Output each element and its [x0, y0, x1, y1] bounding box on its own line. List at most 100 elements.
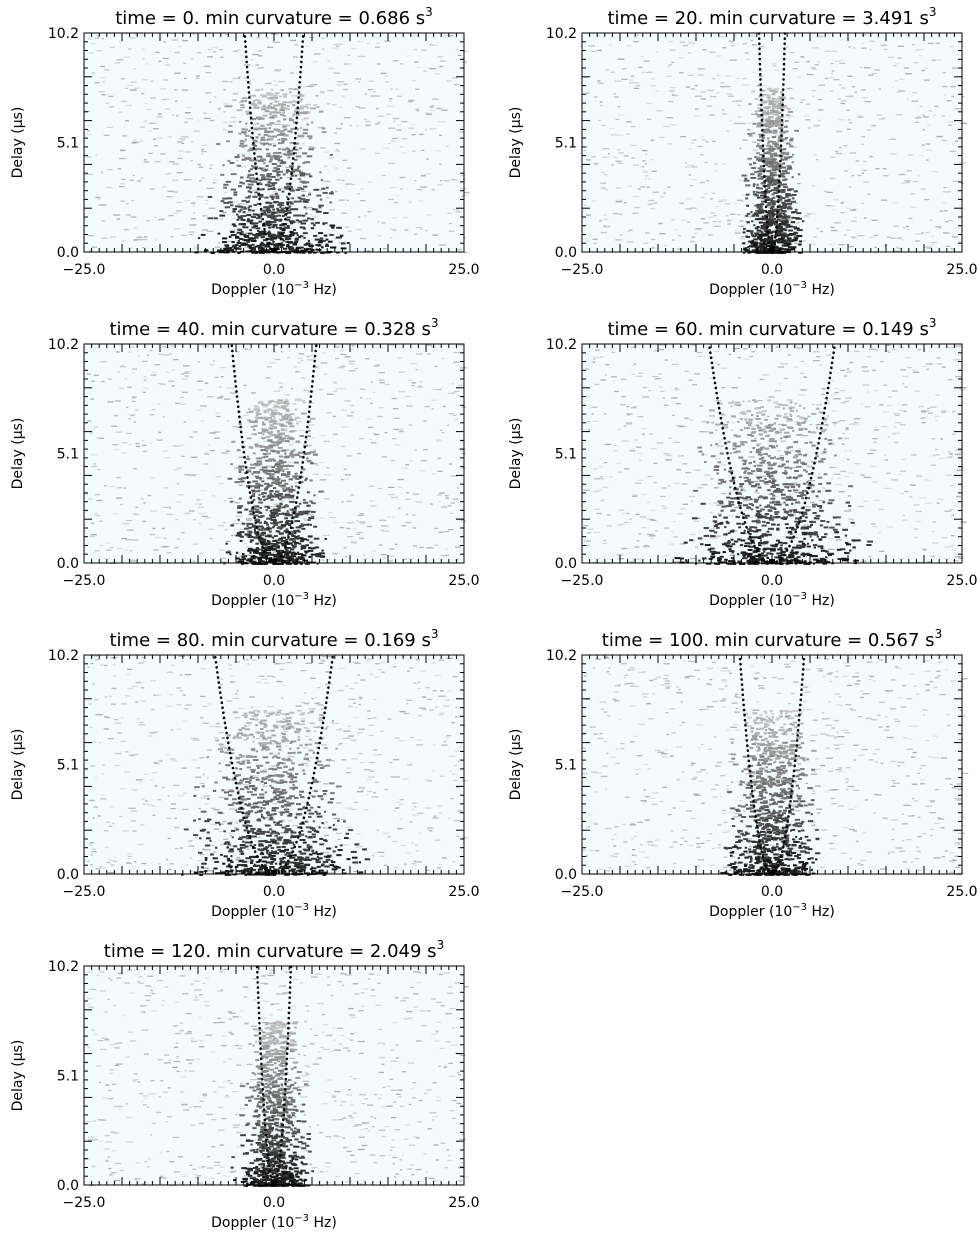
tick-marks	[83, 965, 465, 1186]
power-core	[181, 709, 371, 876]
x-tick-label: −25.0	[63, 573, 106, 589]
panel-3: time = 60. min curvature = 0.149 s3 −25.0…	[508, 316, 978, 609]
x-tick-label: 0.0	[263, 573, 285, 589]
y-tick-label: 5.1	[57, 136, 79, 152]
noise-texture	[583, 344, 967, 565]
x-tick-label: −25.0	[63, 1195, 106, 1211]
arc-right	[272, 31, 305, 254]
y-axis-label: Delay (μs)	[508, 729, 524, 801]
y-tick-label: 5.1	[555, 447, 577, 463]
x-axis-label: Doppler (10−3 Hz)	[211, 280, 337, 298]
tick-marks	[581, 32, 963, 253]
y-tick-label: 5.1	[57, 447, 79, 463]
y-axis-label: Delay (μs)	[10, 107, 26, 179]
x-axis-label: Doppler (10−3 Hz)	[709, 591, 835, 609]
arc-curves	[243, 31, 305, 254]
panel-title: time = 120. min curvature = 2.049 s3	[104, 938, 444, 962]
noise-texture	[84, 33, 470, 254]
plot-area	[84, 655, 464, 874]
arc-left	[255, 964, 276, 1187]
noise-texture	[582, 34, 968, 254]
x-tick-label: 25.0	[448, 1195, 479, 1211]
y-tick-label: 10.2	[48, 337, 79, 353]
y-tick-label: 0.0	[555, 245, 577, 261]
panel-title: time = 0. min curvature = 0.686 s3	[115, 5, 433, 29]
y-tick-label: 10.2	[546, 648, 577, 664]
y-tick-label: 5.1	[555, 136, 577, 152]
y-axis-label: Delay (μs)	[10, 1040, 26, 1112]
arc-curves	[255, 964, 293, 1187]
y-tick-label: 10.2	[48, 648, 79, 664]
power-core	[194, 88, 350, 254]
arc-left	[707, 342, 774, 565]
tick-marks	[83, 654, 465, 875]
x-tick-label: 0.0	[761, 884, 783, 900]
y-axis-label: Delay (μs)	[508, 107, 524, 179]
panel-0: time = 0. min curvature = 0.686 s3−25.0 0…	[10, 5, 480, 298]
y-tick-label: 5.1	[57, 1069, 79, 1085]
x-axis-label: Doppler (10−3 Hz)	[211, 591, 337, 609]
arc-curves	[230, 342, 318, 565]
plot-area	[84, 344, 464, 563]
arc-left	[243, 31, 276, 254]
y-tick-label: 0.0	[57, 1178, 79, 1194]
x-tick-label: 0.0	[263, 1195, 285, 1211]
x-tick-label: 25.0	[946, 573, 977, 589]
arc-left	[738, 653, 774, 876]
arc-curves	[707, 342, 837, 565]
panel-5: time = 100. min curvature = 0.567 s3 −25.…	[508, 627, 978, 920]
x-axis-label: Doppler (10−3 Hz)	[709, 280, 835, 298]
y-tick-label: 10.2	[546, 26, 577, 42]
arc-curves	[738, 653, 806, 876]
x-tick-label: 0.0	[761, 262, 783, 278]
y-tick-label: 10.2	[48, 959, 79, 975]
panel-title: time = 40. min curvature = 0.328 s3	[110, 316, 439, 340]
panel-4: time = 80. min curvature = 0.169 s3 −25.0…	[10, 627, 480, 920]
tick-marks	[581, 654, 963, 875]
x-tick-label: 0.0	[263, 884, 285, 900]
y-tick-label: 10.2	[546, 337, 577, 353]
arc-right	[770, 342, 837, 565]
x-tick-label: 0.0	[263, 262, 285, 278]
panel-title: time = 100. min curvature = 0.567 s3	[602, 627, 942, 651]
y-tick-label: 0.0	[57, 556, 79, 572]
panel-6: time = 120. min curvature = 2.049 s3 −25.…	[10, 938, 480, 1231]
y-tick-label: 5.1	[555, 758, 577, 774]
panel-title: time = 80. min curvature = 0.169 s3	[110, 627, 439, 651]
x-tick-label: −25.0	[63, 262, 106, 278]
x-tick-label: 0.0	[761, 573, 783, 589]
tick-marks	[83, 343, 465, 564]
x-tick-label: 25.0	[448, 573, 479, 589]
y-axis-label: Delay (μs)	[10, 418, 26, 490]
x-tick-label: −25.0	[561, 573, 604, 589]
arc-right	[770, 653, 806, 876]
y-tick-label: 0.0	[57, 245, 79, 261]
x-tick-label: 25.0	[448, 884, 479, 900]
x-tick-label: 25.0	[448, 262, 479, 278]
power-core	[223, 399, 327, 565]
x-axis-label: Doppler (10−3 Hz)	[211, 1213, 337, 1231]
panel-title: time = 20. min curvature = 3.491 s3	[608, 5, 937, 29]
power-core	[230, 1020, 314, 1187]
arc-right	[272, 342, 318, 565]
x-axis-label: Doppler (10−3 Hz)	[709, 902, 835, 920]
plot-area	[582, 344, 962, 563]
arc-right	[272, 964, 293, 1187]
x-tick-label: −25.0	[63, 884, 106, 900]
arc-right	[272, 653, 335, 876]
y-tick-label: 10.2	[48, 26, 79, 42]
x-tick-label: 25.0	[946, 884, 977, 900]
noise-texture	[85, 344, 467, 565]
y-tick-label: 0.0	[555, 556, 577, 572]
arc-left	[230, 342, 276, 565]
tick-marks	[581, 343, 963, 564]
x-axis-label: Doppler (10−3 Hz)	[211, 902, 337, 920]
panel-1: time = 20. min curvature = 3.491 s3 −25.0…	[508, 5, 978, 298]
panel-title: time = 60. min curvature = 0.149 s3	[608, 316, 937, 340]
x-tick-label: 25.0	[946, 262, 977, 278]
y-axis-label: Delay (μs)	[10, 729, 26, 801]
tick-marks	[83, 32, 465, 253]
x-tick-label: −25.0	[561, 884, 604, 900]
panel-2: time = 40. min curvature = 0.328 s3 −25.0…	[10, 316, 480, 609]
